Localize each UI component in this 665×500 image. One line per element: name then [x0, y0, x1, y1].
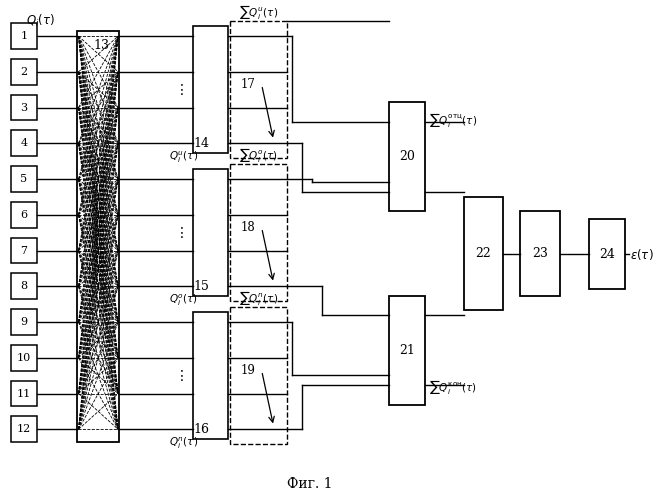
Text: 14: 14	[194, 137, 209, 150]
Text: 21: 21	[399, 344, 415, 356]
Text: 11: 11	[17, 388, 31, 398]
Bar	[11, 309, 37, 335]
Bar	[11, 202, 37, 228]
Bar	[230, 164, 287, 301]
Bar	[390, 102, 425, 212]
Text: 23: 23	[532, 247, 548, 260]
Bar	[232, 312, 264, 430]
Bar	[232, 26, 264, 144]
Text: 20: 20	[399, 150, 415, 164]
Text: 15: 15	[194, 280, 209, 293]
Text: 4: 4	[21, 138, 27, 148]
Bar	[11, 59, 37, 85]
Text: 17: 17	[240, 78, 255, 92]
Text: $Q_i^o(\tau)$: $Q_i^o(\tau)$	[169, 292, 198, 308]
Bar	[232, 169, 264, 286]
Text: 24: 24	[599, 248, 615, 260]
Text: ⋮: ⋮	[174, 83, 188, 97]
Bar	[11, 238, 37, 264]
Text: ⋮: ⋮	[174, 368, 188, 382]
Text: $\sum Q_i^n(\tau)$: $\sum Q_i^n(\tau)$	[239, 290, 278, 308]
Text: $\varepsilon(\tau)$: $\varepsilon(\tau)$	[630, 246, 654, 262]
Text: 19: 19	[240, 364, 255, 377]
Bar	[194, 26, 228, 154]
Bar	[464, 196, 503, 310]
Text: 9: 9	[21, 317, 27, 327]
Bar	[11, 345, 37, 370]
Bar	[194, 169, 228, 296]
Text: 5: 5	[21, 174, 27, 184]
Text: 13: 13	[93, 38, 109, 52]
Text: 22: 22	[475, 247, 491, 260]
Bar	[78, 31, 119, 442]
Bar	[390, 296, 425, 405]
Text: 6: 6	[21, 210, 27, 220]
Text: 7: 7	[21, 246, 27, 256]
Bar	[11, 94, 37, 120]
Text: 16: 16	[194, 423, 209, 436]
Bar	[11, 380, 37, 406]
Text: $Q_i^u(\tau)$: $Q_i^u(\tau)$	[169, 150, 198, 165]
Text: 1: 1	[21, 31, 27, 41]
Text: 2: 2	[21, 67, 27, 77]
Text: 12: 12	[17, 424, 31, 434]
Text: 3: 3	[21, 102, 27, 113]
Text: Фиг. 1: Фиг. 1	[287, 477, 333, 491]
Text: $Q_i(\tau)$: $Q_i(\tau)$	[26, 13, 55, 30]
Text: $\sum Q_i^{\rm кон}(\tau)$: $\sum Q_i^{\rm кон}(\tau)$	[429, 378, 477, 396]
Bar	[230, 22, 287, 158]
Bar	[11, 274, 37, 299]
Text: $\sum Q_i^{\rm отц}(\tau)$: $\sum Q_i^{\rm отц}(\tau)$	[429, 112, 477, 130]
Bar	[11, 166, 37, 192]
Bar	[520, 212, 560, 296]
Text: $\sum Q_i^u(\tau)$: $\sum Q_i^u(\tau)$	[239, 4, 278, 22]
Bar	[11, 24, 37, 49]
Bar	[230, 307, 287, 444]
Text: $Q_i^n(\tau)$: $Q_i^n(\tau)$	[169, 436, 198, 451]
Text: 18: 18	[241, 222, 255, 234]
Text: ⋮: ⋮	[174, 226, 188, 239]
Bar	[11, 416, 37, 442]
Text: 8: 8	[21, 282, 27, 292]
Text: 10: 10	[17, 353, 31, 363]
Bar	[194, 312, 228, 439]
Text: $\sum Q_i^o(\tau)$: $\sum Q_i^o(\tau)$	[239, 146, 278, 164]
Bar	[11, 130, 37, 156]
Bar	[589, 220, 625, 288]
